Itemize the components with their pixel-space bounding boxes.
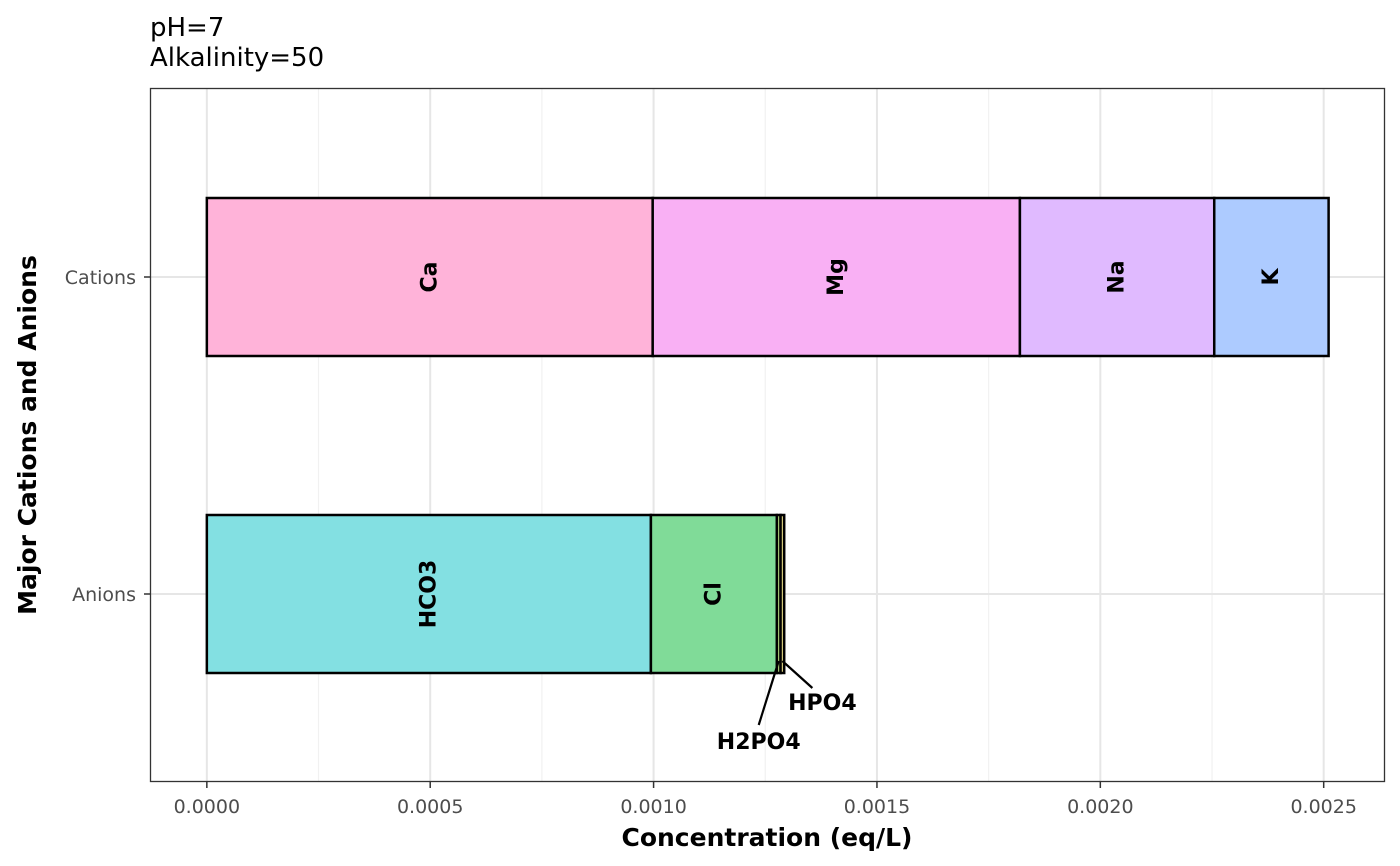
bar-segment-k <box>1212 196 1330 358</box>
panel-border <box>149 87 1386 783</box>
callout-label-h2po4: H2PO4 <box>717 730 801 755</box>
segment-label-cl: Cl <box>701 582 726 606</box>
bar-segment-ca <box>205 196 654 358</box>
grid <box>151 89 1384 781</box>
x-tick-label: 0.0010 <box>620 796 686 818</box>
segment-label-ca: Ca <box>417 262 442 293</box>
x-tick-label: 0.0015 <box>844 796 910 818</box>
segment-labels: Ca Mg Na K HCO3 Cl <box>416 258 1284 628</box>
subtitle-line-2: Alkalinity=50 <box>150 43 324 73</box>
x-tick-label: 0.0005 <box>397 796 463 818</box>
segment-label-k: K <box>1259 268 1284 286</box>
segment-label-na: Na <box>1105 260 1130 293</box>
segment-label-hco3: HCO3 <box>416 560 441 629</box>
y-tick-label: Cations <box>65 267 136 289</box>
callout-line-hpo4 <box>781 660 814 689</box>
bar-segment-hpo4 <box>779 513 786 675</box>
y-tick-label: Anions <box>72 584 136 606</box>
x-tick-label: 0.0000 <box>174 796 240 818</box>
x-axis-title: Concentration (eq/L) <box>621 823 912 852</box>
bar-segment-mg <box>651 196 1022 358</box>
y-axis-title: Major Cations and Anions <box>13 255 42 615</box>
subtitle-line-1: pH=7 <box>150 13 224 43</box>
axes: 0.0000 0.0005 0.0010 0.0015 0.0020 0.0025 Cati… <box>65 267 1357 818</box>
x-tick-label: 0.0020 <box>1067 796 1133 818</box>
bar-segment-cl <box>649 513 779 675</box>
callout-label-hpo4: HPO4 <box>788 691 857 716</box>
callout-line-h2po4 <box>757 660 780 726</box>
bar-segment-na <box>1018 196 1216 358</box>
callouts: H2PO4 HPO4 <box>717 660 857 755</box>
x-tick-label: 0.0025 <box>1290 796 1356 818</box>
bar-segment-hco3 <box>205 513 653 675</box>
segment-label-mg: Mg <box>824 258 849 296</box>
bars <box>205 196 1330 675</box>
